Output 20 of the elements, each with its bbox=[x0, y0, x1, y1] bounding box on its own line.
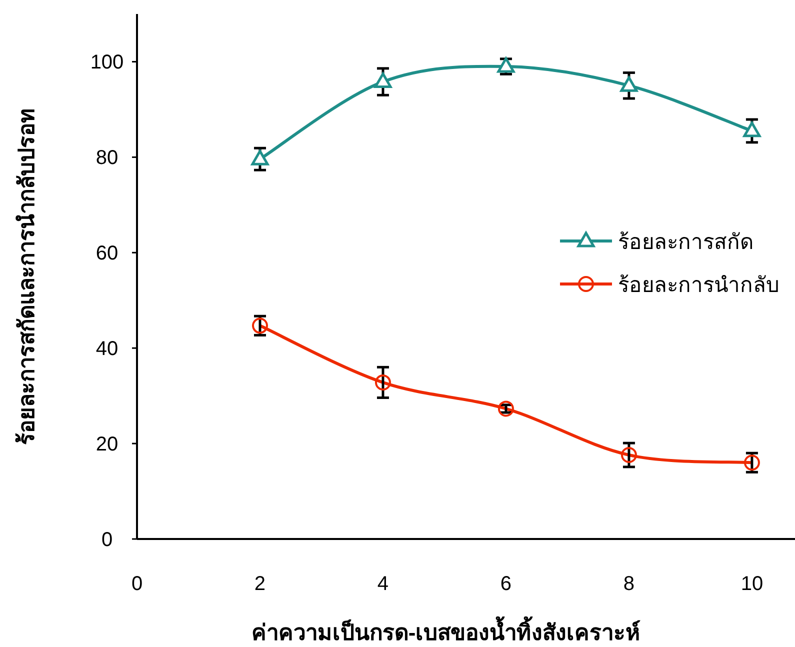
x-axis-title: ค่าความเป็นกรด-เบสของน้ำทิ้งสังเคราะห์ bbox=[251, 616, 641, 645]
legend-label: ร้อยละการนำกลับ bbox=[618, 274, 779, 297]
y-tick-label: 0 bbox=[101, 529, 113, 551]
point bbox=[251, 150, 269, 166]
y-tick-label: 40 bbox=[96, 338, 118, 360]
y-tick-label: 100 bbox=[90, 52, 124, 74]
legend-label: ร้อยละการสกัด bbox=[618, 231, 754, 254]
y-tick-label: 20 bbox=[96, 434, 118, 456]
x-tick-label: 4 bbox=[377, 573, 389, 595]
point bbox=[743, 122, 761, 138]
point bbox=[620, 76, 638, 92]
y-tick-label: 80 bbox=[96, 147, 118, 170]
y-axis-title: ร้อยละการสกัดและการนำกลับปรอท bbox=[14, 108, 39, 445]
point bbox=[374, 72, 392, 88]
x-tick-label: 8 bbox=[623, 573, 635, 595]
x-tick-label: 0 bbox=[131, 573, 143, 595]
x-tick-label: 10 bbox=[740, 573, 764, 595]
x-tick-label: 2 bbox=[254, 573, 266, 595]
x-tick-label: 6 bbox=[500, 573, 512, 595]
y-tick-label: 60 bbox=[96, 242, 118, 265]
